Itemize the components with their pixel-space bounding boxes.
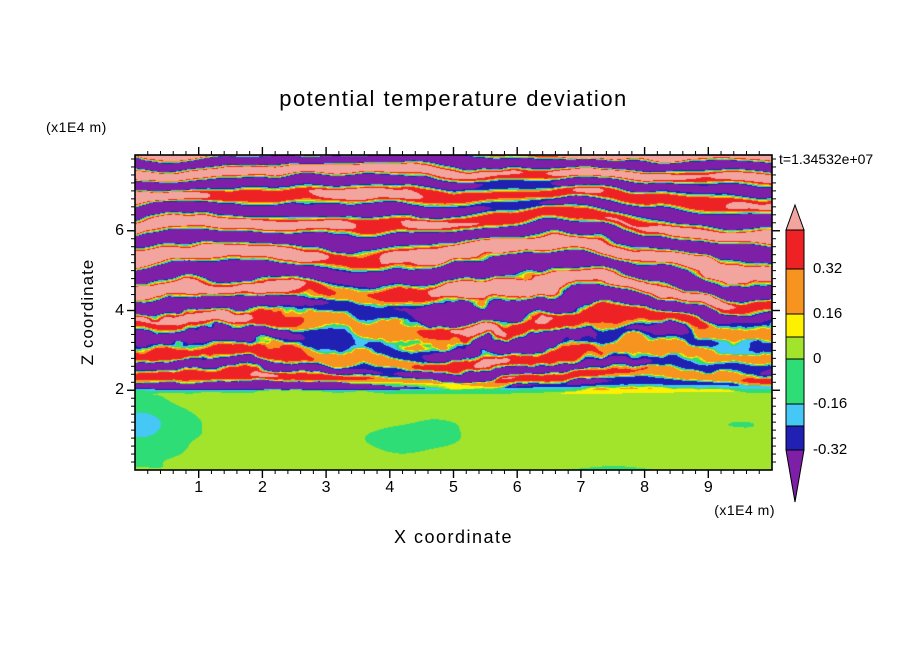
colorbar-label: 0 (813, 350, 822, 367)
x-tick-label: 9 (703, 479, 713, 496)
x-tick-label: 4 (385, 479, 395, 496)
colorbar (785, 203, 805, 503)
x-tick-label: 5 (449, 479, 458, 496)
z-axis-units: (x1E4 m) (46, 119, 107, 135)
colorbar-arrow-up (785, 203, 805, 231)
plot-title: potential temperature deviation (279, 86, 628, 111)
x-tick-label: 7 (576, 479, 586, 496)
contour-field-canvas (135, 155, 772, 470)
x-axis-units: (x1E4 m) (714, 502, 775, 518)
colorbar-segment (785, 313, 805, 338)
x-tick-label: 6 (512, 479, 522, 496)
colorbar-segment (785, 403, 805, 427)
z-tick-label: 4 (115, 301, 124, 319)
colorbar-arrow-down (785, 449, 805, 503)
x-tick-label: 2 (257, 479, 267, 496)
z-tick-label: 6 (115, 221, 124, 239)
x-tick-label: 8 (640, 479, 650, 496)
colorbar-label: -0.16 (813, 395, 848, 412)
colorbar-segment (785, 268, 805, 315)
plot-frame (134, 154, 773, 471)
colorbar-segment (785, 336, 805, 360)
x-tick-label: 1 (194, 479, 204, 496)
x-axis-label: X coordinate (393, 527, 514, 547)
colorbar-label: 0.32 (813, 260, 843, 277)
time-annotation: t=1.34532e+07 (779, 151, 874, 167)
axes-frame (127, 147, 780, 478)
colorbar-label: 0.16 (813, 305, 843, 322)
z-tick-label: 2 (115, 381, 124, 399)
x-tick-label: 3 (321, 479, 331, 496)
colorbar-segment (785, 229, 805, 270)
colorbar-label: -0.32 (813, 441, 848, 458)
colorbar-segment (785, 425, 805, 451)
colorbar-segment (785, 358, 805, 405)
